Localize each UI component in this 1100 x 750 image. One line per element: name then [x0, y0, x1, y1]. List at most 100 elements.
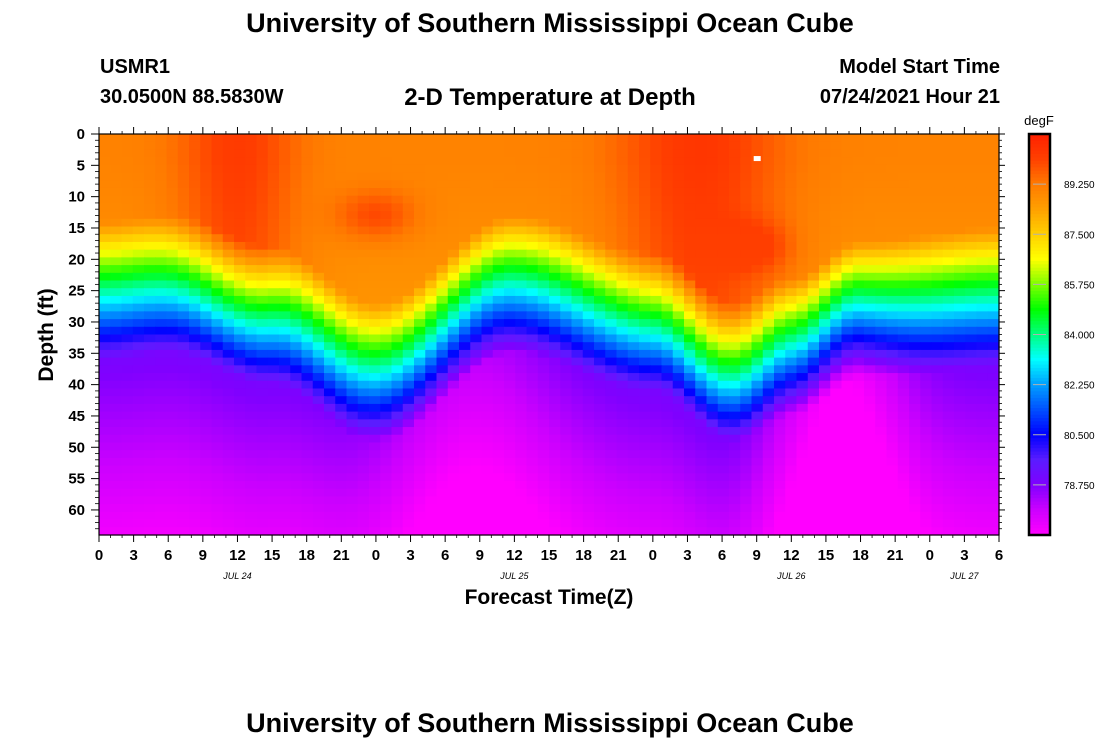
heatmap-cell [762, 388, 775, 397]
heatmap-cell [324, 504, 336, 513]
heatmap-cell [402, 365, 415, 374]
heatmap-cell [729, 272, 741, 282]
heatmap-cell [684, 280, 696, 289]
heatmap-cell [695, 164, 708, 174]
heatmap-cell [380, 211, 393, 220]
heatmap-cell [661, 311, 674, 320]
heatmap-cell [864, 434, 876, 444]
heatmap-cell [245, 249, 258, 258]
heatmap-cell [807, 303, 820, 312]
heatmap-cell [852, 164, 865, 174]
heatmap-cell [515, 226, 528, 235]
heatmap-cell [99, 272, 111, 282]
heatmap-cell [819, 388, 831, 397]
heatmap-cell [200, 311, 213, 320]
heatmap-cell [740, 519, 753, 528]
heatmap-cell [267, 434, 280, 444]
heatmap-cell [380, 249, 393, 258]
heatmap-cell [751, 527, 764, 536]
heatmap-cell [616, 257, 629, 266]
heatmap-cell [267, 396, 280, 405]
heatmap-cell [481, 303, 494, 312]
heatmap-cell [841, 473, 854, 482]
heatmap-cell [357, 442, 370, 451]
heatmap-cell [391, 265, 404, 274]
heatmap-cell [335, 442, 348, 451]
colorbar-segment [1029, 391, 1050, 396]
heatmap-cell [492, 442, 505, 451]
y-tick-label: 5 [77, 157, 85, 174]
heatmap-cell [515, 465, 528, 474]
heatmap-cell [616, 203, 629, 212]
heatmap-cell [830, 172, 843, 181]
heatmap-cell [414, 357, 426, 366]
y-tick-label: 10 [68, 189, 85, 206]
heatmap-cell [189, 141, 201, 151]
heatmap-cell [875, 288, 888, 297]
heatmap-cell [965, 249, 978, 258]
heatmap-cell [391, 403, 404, 413]
heatmap-cell [717, 434, 730, 444]
heatmap-cell [290, 211, 303, 220]
heatmap-cell [909, 203, 921, 212]
heatmap-cell [222, 465, 235, 474]
heatmap-cell [650, 180, 663, 189]
heatmap-cell [515, 218, 528, 228]
heatmap-cell [852, 265, 865, 274]
heatmap-cell [211, 442, 224, 451]
heatmap-cell [414, 241, 426, 251]
heatmap-cell [391, 218, 404, 228]
heatmap-cell [256, 311, 269, 320]
heatmap-cell [166, 226, 179, 235]
heatmap-cell [177, 527, 190, 536]
heatmap-cell [144, 134, 156, 143]
heatmap-cell [222, 141, 235, 151]
heatmap-cell [549, 342, 561, 351]
heatmap-cell [481, 442, 494, 451]
heatmap-cell [594, 187, 606, 197]
heatmap-cell [920, 457, 933, 467]
heatmap-cell [312, 234, 325, 243]
heatmap-cell [976, 187, 989, 197]
colorbar-segment [1029, 227, 1050, 232]
heatmap-cell [380, 272, 393, 282]
heatmap-cell [110, 288, 123, 297]
heatmap-cell [279, 496, 291, 505]
heatmap-cell [447, 411, 460, 420]
heatmap-cell [492, 373, 505, 382]
heatmap-cell [526, 334, 539, 343]
heatmap-cell [144, 450, 156, 459]
heatmap-cell [290, 265, 303, 274]
heatmap-cell [909, 419, 921, 428]
colorbar-segment [1029, 484, 1050, 489]
heatmap-cell [819, 218, 831, 228]
heatmap-cell [706, 234, 719, 243]
heatmap-cell [639, 241, 651, 251]
heatmap-cell [807, 373, 820, 382]
heatmap-cell [222, 272, 235, 282]
heatmap-cell [234, 195, 246, 204]
heatmap-cell [324, 357, 336, 366]
heatmap-cell [785, 473, 798, 482]
heatmap-cell [616, 187, 629, 197]
heatmap-cell [470, 326, 483, 336]
heatmap-cell [177, 450, 190, 459]
heatmap-cell [987, 442, 1000, 451]
heatmap-cell [312, 403, 325, 413]
heatmap-cell [920, 504, 933, 513]
heatmap-cell [267, 457, 280, 467]
heatmap-cell [526, 488, 539, 498]
heatmap-cell [121, 241, 134, 251]
heatmap-cell [177, 380, 190, 390]
heatmap-cell [706, 180, 719, 189]
heatmap-cell [290, 511, 303, 521]
heatmap-cell [639, 265, 651, 274]
heatmap-cell [605, 488, 618, 498]
heatmap-cell [189, 473, 201, 482]
heatmap-cell [245, 187, 258, 197]
heatmap-cell [492, 249, 505, 258]
heatmap-cell [447, 234, 460, 243]
heatmap-cell [751, 334, 764, 343]
heatmap-cell [616, 488, 629, 498]
heatmap-cell [852, 326, 865, 336]
